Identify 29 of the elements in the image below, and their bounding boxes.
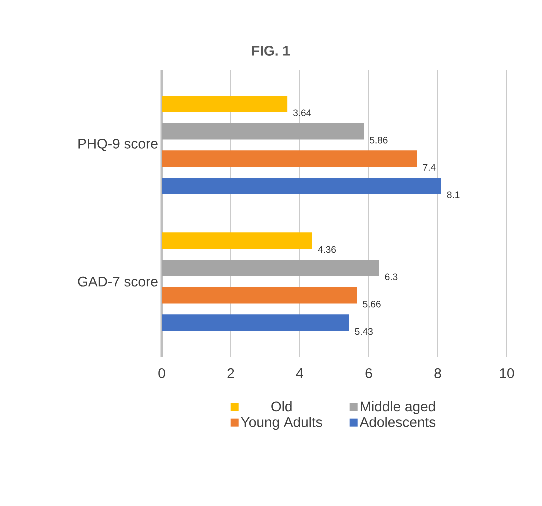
x-tick-label: 2 [228, 368, 234, 378]
x-tick-label: 6 [366, 368, 372, 378]
data-label: 3.64 [293, 110, 312, 116]
bar [162, 232, 312, 250]
data-label: 8.1 [447, 192, 460, 198]
data-label: 4.36 [318, 246, 336, 254]
legend-label: Middle aged [361, 401, 436, 414]
x-tick-label: 0 [158, 368, 166, 378]
y-tick-label: GAD-7 score [78, 276, 158, 287]
data-label: 5.43 [355, 328, 373, 336]
legend-label: Old [272, 401, 292, 412]
bar [162, 150, 418, 168]
x-tick-label: 8 [434, 368, 442, 378]
data-label: 6.3 [385, 274, 398, 280]
data-label: 5.66 [363, 301, 381, 308]
y-tick-label: PHQ-9 score [78, 138, 158, 152]
chart-title: FIG. 1 [252, 46, 290, 56]
legend-label: Young Adults [241, 417, 322, 430]
data-label: 5.86 [370, 137, 388, 144]
bar [162, 96, 288, 112]
bar [162, 260, 380, 276]
bar [162, 287, 358, 304]
legend-label: Adolescents [360, 417, 436, 428]
bar [162, 123, 364, 140]
bar [162, 178, 442, 194]
x-tick-label: 4 [296, 368, 304, 378]
data-label: 7.4 [423, 164, 436, 171]
bar [162, 314, 350, 332]
x-tick-label: 10 [500, 368, 514, 378]
